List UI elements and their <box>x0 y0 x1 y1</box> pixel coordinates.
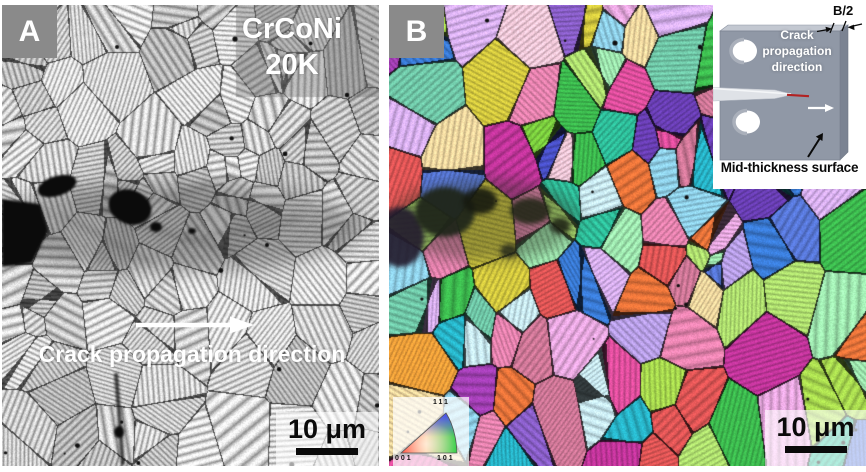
specimen-schematic-inset: Crack propagation direction B/2 Mid-thic… <box>713 0 866 189</box>
panel-a-label-box: A <box>2 5 57 58</box>
panel-b-label-box: B <box>389 5 444 58</box>
inset-crack-arrow-icon <box>808 104 834 112</box>
panel-b-label: B <box>405 14 428 48</box>
panel-a-micrograph <box>2 5 379 466</box>
panel-b-scalebar-label: 10 μm <box>776 412 855 442</box>
plate-hole-top <box>731 39 757 63</box>
panel-b-scalebar-bar <box>784 445 847 453</box>
thickness-label: B/2 <box>833 3 854 18</box>
ipf-corner-111: 111 <box>433 399 450 406</box>
specimen-plate-drawing <box>713 20 863 161</box>
plate-hole-bottom <box>734 110 760 134</box>
inset-crack-direction-label: Crack propagation direction <box>762 28 832 75</box>
panel-a-scalebar-bar <box>296 447 358 455</box>
panel-a-scalebar: 10 μm <box>276 412 378 466</box>
panel-a-crack-annotation: Crack propagation direction <box>38 341 346 367</box>
ipf-corner-101: 101 <box>437 455 455 462</box>
ipf-color-key: 111 001 101 <box>393 397 469 466</box>
panel-a <box>2 5 379 466</box>
panel-a-label: A <box>18 14 41 48</box>
panel-b-scalebar: 10 μm <box>765 410 866 466</box>
ipf-triangle-icon <box>399 412 458 454</box>
crack-direction-arrow-icon <box>136 316 254 334</box>
crack-tip-line <box>786 93 810 98</box>
thickness-dimension-icon <box>816 20 863 34</box>
test-temperature: 20K <box>265 49 319 82</box>
panel-a-scalebar-label: 10 μm <box>287 414 367 444</box>
machined-notch <box>713 87 794 102</box>
mid-thickness-surface-label: Mid-thickness surface <box>720 160 859 175</box>
surface-pointer-arrow-icon <box>807 133 823 158</box>
material-caption: CrCoNi 20K <box>230 11 354 84</box>
material-name: CrCoNi <box>242 13 342 45</box>
ipf-corner-001: 001 <box>395 455 413 462</box>
